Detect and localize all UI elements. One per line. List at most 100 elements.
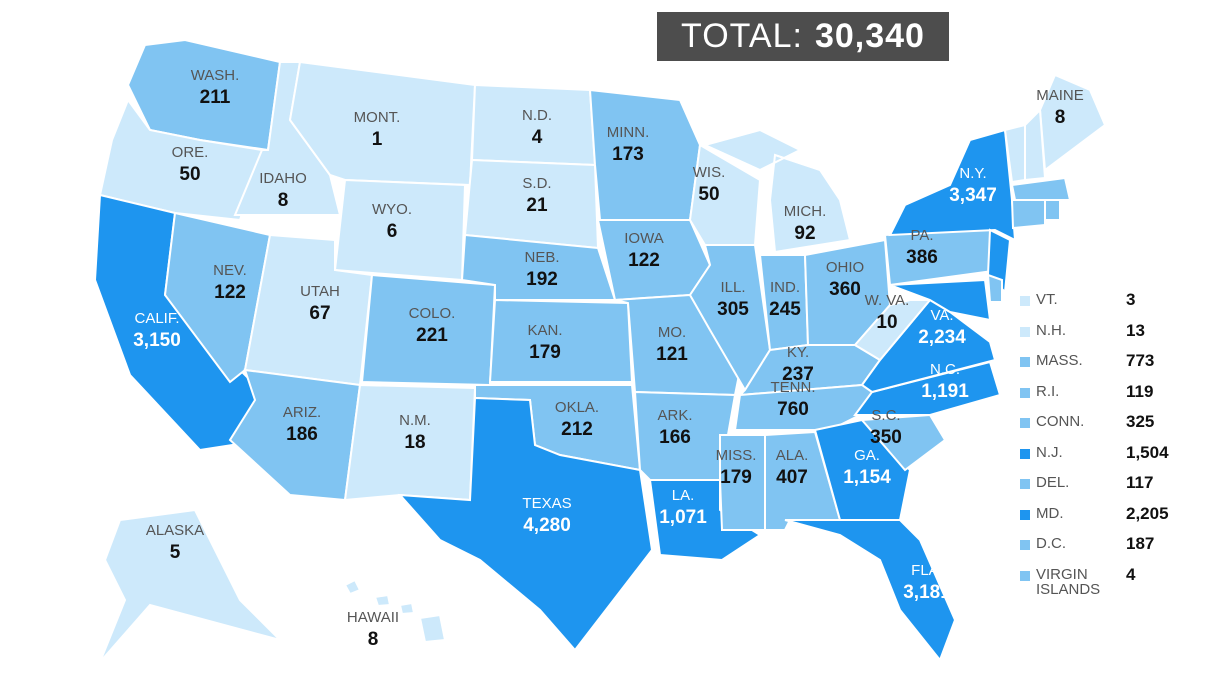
- state-value: 1: [372, 129, 383, 150]
- state-value: 305: [717, 299, 749, 320]
- legend-name: CONN.: [1036, 413, 1085, 430]
- state-shape: [853, 299, 933, 362]
- state-value: 192: [526, 269, 558, 290]
- state-name: MISS.: [716, 447, 757, 464]
- state-name: MONT.: [354, 109, 401, 126]
- state-value: 10: [876, 312, 897, 333]
- state-value: 179: [529, 342, 561, 363]
- state-shape: [853, 360, 1002, 416]
- state-value: 21: [526, 195, 548, 216]
- state-value: 18: [404, 432, 425, 453]
- total-badge: TOTAL: 30,340: [657, 12, 949, 61]
- state-labels: WASH.211ORE.50CALIF.3,150NEV.122IDAHO8MO…: [133, 67, 1084, 650]
- state-name: S.C.: [871, 407, 900, 424]
- state-name: ALASKA: [146, 522, 204, 539]
- state-value: 360: [829, 279, 861, 300]
- legend-name: VT.: [1036, 291, 1058, 308]
- legend-name: DEL.: [1036, 474, 1070, 491]
- legend-item: VIRGIN ISLANDS 4: [1020, 564, 1220, 598]
- state-name: ARIZ.: [283, 404, 321, 421]
- legend-value: 325: [1126, 412, 1155, 431]
- legend-name: N.J.: [1036, 443, 1063, 461]
- state-name: UTAH: [300, 283, 340, 300]
- state-name: S.D.: [522, 175, 551, 192]
- state-value: 8: [1055, 107, 1066, 128]
- legend-swatch: [1020, 357, 1030, 367]
- legend-item: N.J. 1,504: [1020, 443, 1220, 474]
- state-name: N.D.: [522, 107, 552, 124]
- state-shape: [889, 278, 992, 322]
- state-name: LA.: [672, 487, 695, 504]
- state-value: 237: [782, 364, 814, 385]
- state-shape: [813, 418, 912, 521]
- state-name: MICH.: [784, 203, 827, 220]
- state-name: IND.: [770, 279, 800, 296]
- state-name: COLO.: [409, 305, 456, 322]
- legend-item: VT. 3: [1020, 290, 1220, 321]
- legend-value: 4: [1126, 564, 1136, 584]
- state-value: 179: [720, 467, 752, 488]
- state-value: 8: [278, 190, 289, 211]
- total-value: 30,340: [814, 17, 925, 55]
- legend-value: 13: [1126, 320, 1145, 340]
- state-value: 2,234: [918, 327, 966, 348]
- state-value: 1,071: [659, 507, 707, 528]
- legend-name: D.C.: [1036, 535, 1066, 552]
- state-name: TEXAS: [522, 495, 571, 512]
- state-name: W. VA.: [865, 292, 910, 309]
- state-name: FLA.: [911, 562, 943, 579]
- state-name: PA.: [910, 227, 933, 244]
- state-shape: [99, 508, 284, 663]
- total-label: TOTAL:: [681, 17, 803, 55]
- state-value: 3,347: [949, 185, 997, 206]
- legend-swatch: [1020, 296, 1030, 306]
- state-name: ALA.: [776, 447, 809, 464]
- legend-name: N.H.: [1036, 321, 1066, 339]
- state-name: N.M.: [399, 412, 431, 429]
- state-name: IOWA: [624, 230, 663, 247]
- state-shape: [1044, 199, 1061, 221]
- legend-swatch: [1020, 509, 1030, 520]
- state-name: NEV.: [213, 262, 247, 279]
- legend-name: R.I.: [1036, 382, 1060, 400]
- state-value: 3,181: [903, 582, 951, 603]
- state-value: 4: [532, 127, 543, 148]
- state-shape: [1024, 107, 1047, 182]
- legend-item: MD. 2,205: [1020, 504, 1220, 535]
- state-shapes: [93, 38, 1107, 663]
- legend-name: MASS.: [1036, 352, 1083, 369]
- state-name: ILL.: [720, 279, 745, 296]
- legend-name: MD.: [1036, 504, 1064, 522]
- legend-value: 1,504: [1126, 442, 1169, 462]
- state-value: 50: [179, 164, 200, 185]
- legend-value: 117: [1126, 473, 1154, 492]
- state-name: NEB.: [524, 249, 559, 266]
- state-value: 8: [368, 629, 379, 650]
- state-value: 4,280: [523, 515, 571, 536]
- state-value: 186: [286, 424, 318, 445]
- state-name: HAWAII: [347, 609, 399, 626]
- state-shape: [883, 226, 1002, 287]
- state-name: MINN.: [607, 124, 650, 141]
- legend-swatch: [1020, 387, 1030, 398]
- state-value: 407: [776, 467, 808, 488]
- legend-item: DEL. 117: [1020, 473, 1220, 504]
- legend-item: CONN. 325: [1020, 412, 1220, 443]
- state-name: WASH.: [191, 67, 240, 84]
- state-name: IDAHO: [259, 170, 307, 187]
- state-name: VA.: [930, 307, 953, 324]
- legend-name: VIRGIN ISLANDS: [1036, 565, 1101, 598]
- state-shape: [588, 88, 702, 221]
- state-shape: [98, 97, 264, 222]
- legend-swatch: [1020, 418, 1030, 428]
- state-value: 3,150: [133, 330, 181, 351]
- state-name: WYO.: [372, 201, 412, 218]
- state-name: TENN.: [771, 379, 816, 396]
- state-name: ARK.: [657, 407, 692, 424]
- state-value: 5: [170, 542, 181, 563]
- state-shape: [719, 434, 766, 531]
- state-value: 1,154: [843, 467, 891, 488]
- state-value: 1,191: [921, 381, 969, 402]
